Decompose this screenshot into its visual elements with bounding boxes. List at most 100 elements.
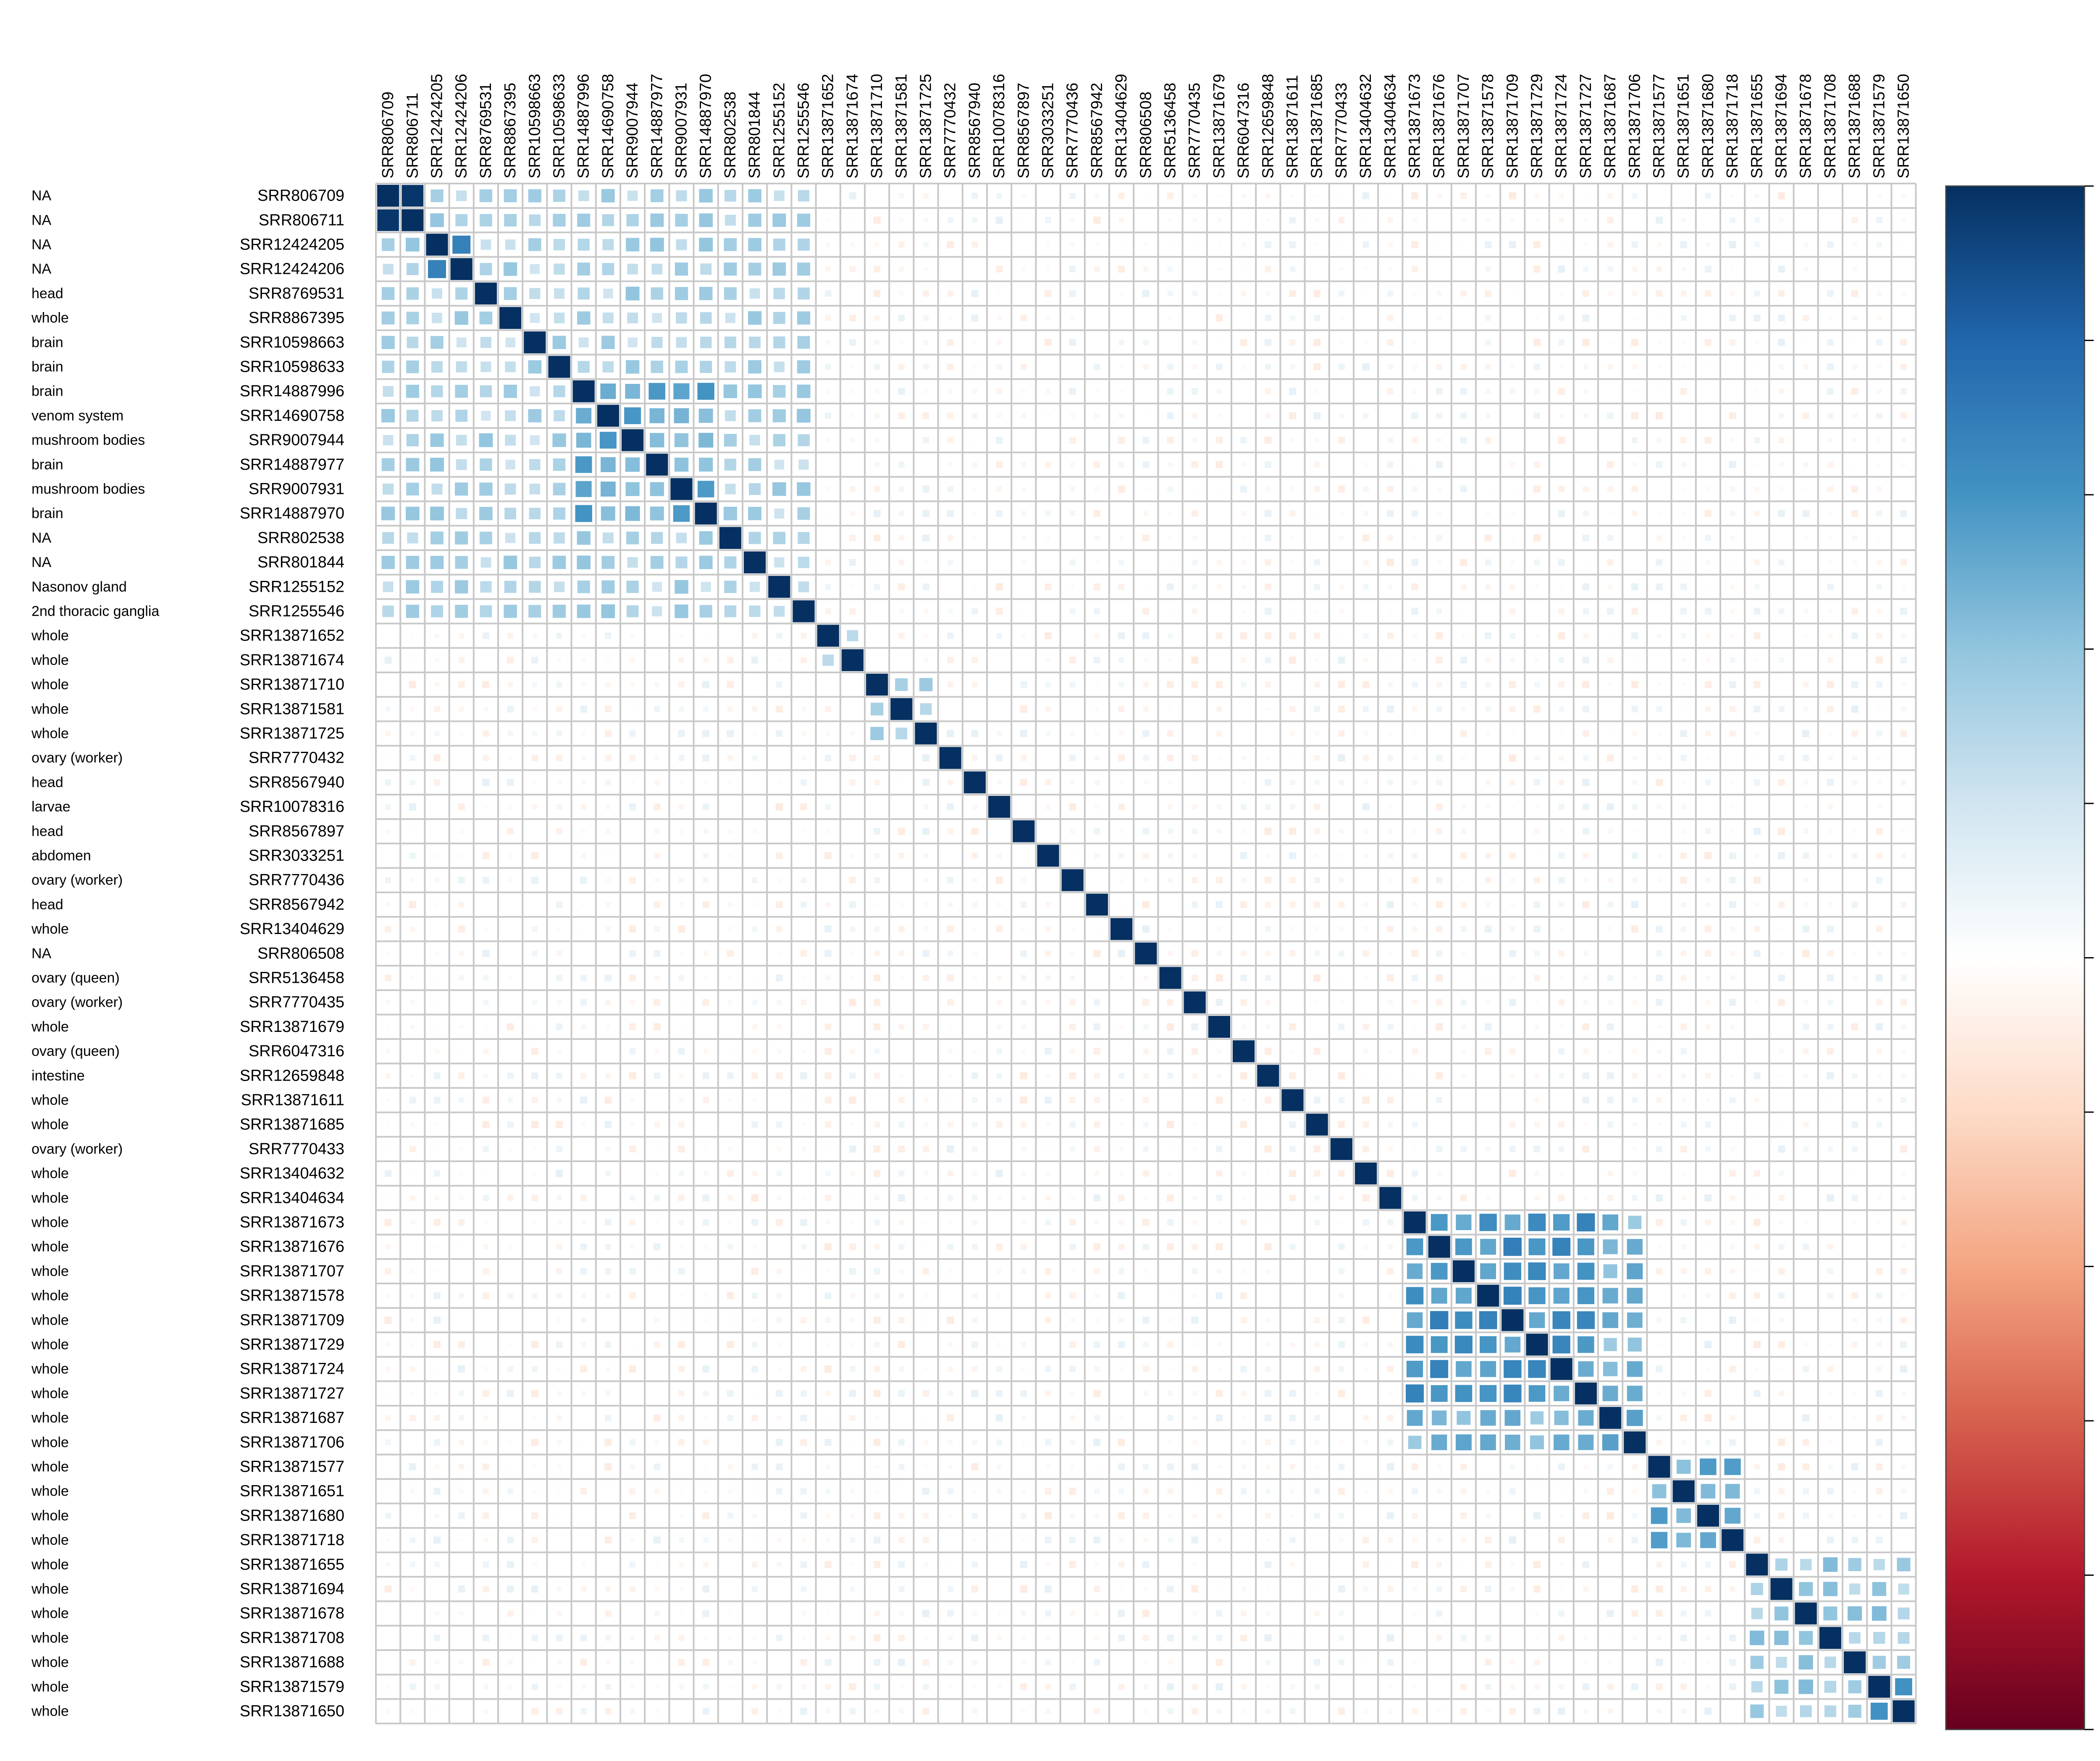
corr-cell	[1534, 682, 1540, 688]
corr-cell	[753, 1318, 757, 1322]
corr-cell	[1338, 1024, 1345, 1030]
corr-cell	[1485, 706, 1491, 712]
corr-cell	[1118, 192, 1125, 199]
corr-cell	[1853, 1441, 1856, 1444]
corr-cell	[655, 1171, 659, 1176]
corr-cell	[1118, 339, 1124, 345]
corr-cell	[1339, 341, 1344, 344]
corr-cell	[679, 633, 684, 638]
corr-cell	[898, 1194, 905, 1202]
corr-cell	[1218, 537, 1221, 539]
corr-cell	[776, 1219, 783, 1226]
corr-cell	[825, 706, 831, 712]
corr-cell	[1265, 779, 1272, 786]
corr-cell	[602, 263, 614, 276]
corr-cell	[1680, 1146, 1687, 1152]
corr-cell	[948, 1635, 953, 1640]
corr-cell	[850, 951, 855, 956]
corr-cell	[1339, 512, 1344, 515]
corr-cell	[553, 483, 566, 496]
corr-cell	[1119, 1538, 1124, 1543]
corr-cell	[1193, 1661, 1196, 1664]
corr-cell	[1457, 1411, 1471, 1425]
corr-cell	[483, 1292, 489, 1299]
corr-cell	[1704, 339, 1712, 346]
corr-cell	[1824, 1656, 1836, 1668]
corr-cell	[631, 781, 634, 784]
corr-cell	[923, 1513, 929, 1519]
corr-cell	[1289, 1194, 1296, 1202]
corr-cell	[1144, 585, 1147, 588]
corr-cell	[874, 779, 880, 785]
corr-cell	[1071, 903, 1074, 906]
corr-cell	[654, 1243, 661, 1250]
corr-cell	[1583, 511, 1589, 517]
corr-cell	[1118, 1438, 1125, 1446]
corr-cell	[1217, 267, 1221, 271]
corr-cell	[1432, 1410, 1447, 1425]
corr-cell	[505, 533, 516, 543]
corr-cell	[606, 952, 610, 955]
corr-cell	[1780, 1367, 1783, 1371]
corr-cell	[601, 481, 616, 497]
corr-cell	[631, 1612, 634, 1615]
corr-cell	[1680, 1683, 1687, 1690]
corr-cell	[1362, 681, 1370, 688]
corr-cell	[1069, 192, 1076, 199]
corr-cell	[1707, 219, 1709, 221]
corr-cell	[1578, 1238, 1594, 1255]
corr-cell	[1778, 1512, 1785, 1519]
corr-cell	[1144, 414, 1147, 417]
corr-cell	[1731, 1050, 1734, 1052]
corr-cell	[582, 903, 585, 907]
corr-cell	[1069, 1683, 1076, 1690]
corr-cell	[850, 853, 855, 858]
corr-cell	[1559, 976, 1563, 980]
corr-cell	[1585, 928, 1587, 930]
corr-cell	[724, 556, 737, 569]
corr-cell	[1216, 1195, 1223, 1201]
corr-cell	[1387, 779, 1393, 785]
corr-cell	[575, 456, 592, 473]
corr-cell	[1778, 1195, 1785, 1201]
corr-cell	[1388, 1391, 1393, 1396]
corr-cell	[1314, 1195, 1320, 1201]
corr-cell	[749, 605, 761, 617]
corr-cell	[532, 1366, 538, 1372]
corr-cell	[1697, 1504, 1719, 1527]
corr-cell	[777, 1709, 781, 1713]
corr-cell	[410, 1220, 415, 1225]
corr-cell	[851, 708, 854, 710]
corr-cell	[599, 432, 617, 449]
corr-cell	[583, 1050, 585, 1052]
corr-cell	[727, 706, 733, 712]
corr-cell	[1242, 268, 1245, 270]
corr-cell	[1657, 1391, 1662, 1396]
corr-cell	[729, 1611, 732, 1615]
corr-cell	[411, 829, 414, 833]
corr-cell	[1119, 976, 1124, 980]
corr-cell	[1536, 292, 1538, 295]
corr-cell	[678, 730, 685, 737]
corr-cell	[1438, 732, 1441, 735]
corr-cell	[434, 706, 440, 712]
corr-cell	[972, 1097, 978, 1103]
corr-cell	[1754, 706, 1761, 713]
corr-cell	[1412, 1048, 1418, 1055]
corr-cell	[971, 730, 979, 737]
corr-cell	[1485, 290, 1491, 297]
corr-cell	[1780, 732, 1782, 735]
corr-cell	[1437, 560, 1441, 565]
corr-cell	[1093, 216, 1101, 224]
corr-cell	[1774, 1630, 1789, 1645]
corr-cell	[1461, 1488, 1467, 1494]
corr-cell	[556, 975, 562, 981]
corr-cell	[801, 1147, 806, 1152]
corr-cell	[898, 1659, 905, 1666]
corr-cell	[1070, 242, 1075, 247]
corr-cell	[725, 483, 736, 495]
corr-cell	[431, 605, 443, 617]
corr-cell	[410, 755, 416, 761]
corr-cell	[973, 341, 976, 344]
